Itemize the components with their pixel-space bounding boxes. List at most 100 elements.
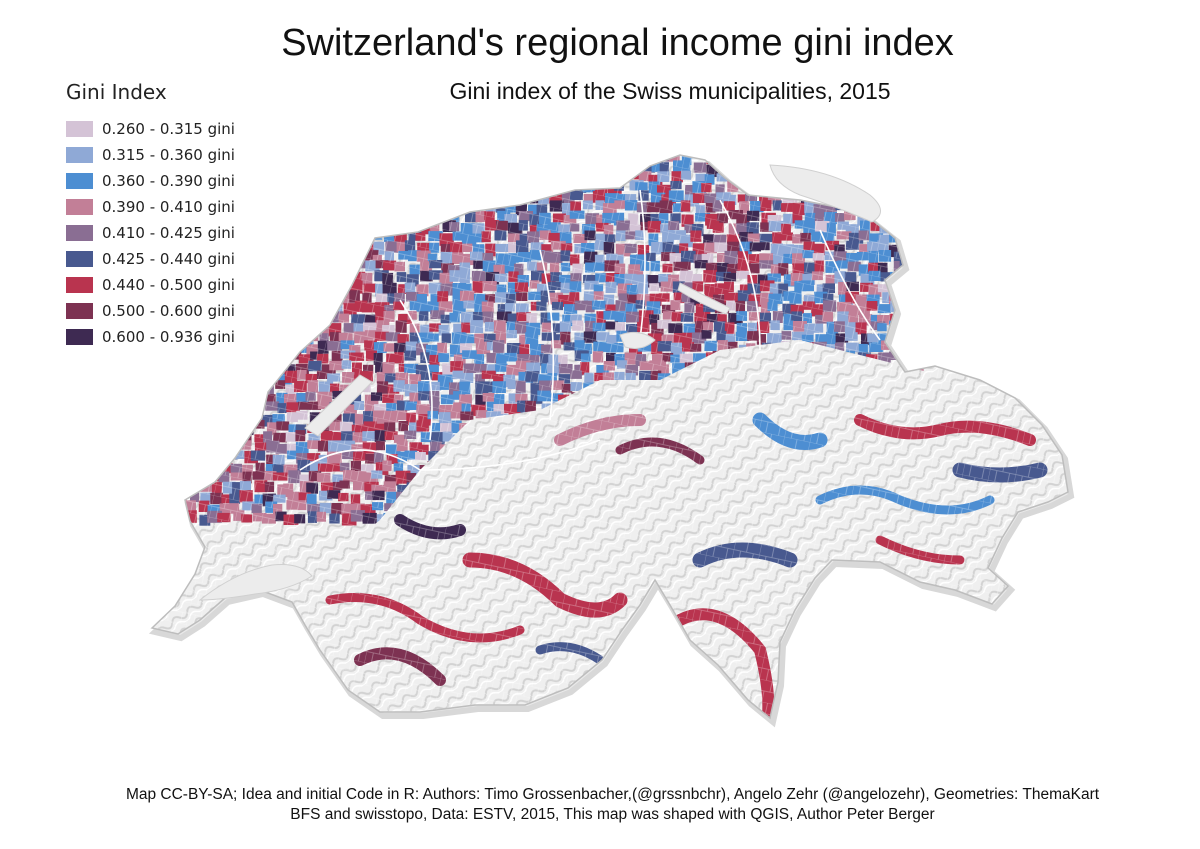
municipality-region <box>870 162 882 171</box>
municipality-region <box>417 174 431 186</box>
municipality-region <box>243 190 254 200</box>
municipality-region <box>173 370 186 383</box>
municipality-region <box>879 160 894 169</box>
municipality-region <box>484 174 499 186</box>
municipality-region <box>375 200 386 213</box>
municipality-region <box>241 324 253 334</box>
municipality-region <box>910 160 923 169</box>
municipality-region <box>295 250 305 262</box>
municipality-region <box>308 302 320 314</box>
municipality-region <box>332 254 344 267</box>
municipality-region <box>173 464 186 476</box>
municipality-region <box>364 231 375 243</box>
municipality-region <box>911 340 923 351</box>
municipality-region <box>913 321 926 334</box>
municipality-region <box>328 203 343 212</box>
legend-item: 0.410 - 0.425 gini <box>66 220 235 246</box>
municipality-region <box>427 155 437 165</box>
municipality-borders <box>152 155 1068 718</box>
municipality-region <box>155 484 166 498</box>
municipality-region <box>177 364 190 377</box>
municipality-region <box>157 471 169 480</box>
municipality-region <box>152 420 164 430</box>
municipality-region <box>233 220 246 232</box>
legend-swatch <box>66 225 93 241</box>
municipality-region <box>167 384 178 397</box>
municipality-region <box>297 184 307 194</box>
municipality-region <box>185 481 196 495</box>
municipality-region <box>287 240 302 254</box>
municipality-region <box>239 230 252 240</box>
municipality-region <box>220 360 236 373</box>
municipality-region <box>230 424 243 435</box>
municipality-region <box>196 461 206 470</box>
municipality-region <box>881 155 894 166</box>
municipality-region <box>859 155 869 162</box>
municipality-region <box>340 192 354 203</box>
municipality-region <box>299 261 314 271</box>
municipality-region <box>912 273 924 286</box>
municipality-region <box>222 433 235 446</box>
municipality-region <box>263 252 277 262</box>
municipality-region <box>251 290 264 300</box>
municipality-region <box>371 155 382 165</box>
municipality-region <box>449 182 461 196</box>
municipality-region <box>263 170 275 181</box>
municipality-region <box>915 242 927 252</box>
municipality-region <box>195 431 210 440</box>
municipality-region <box>152 463 154 475</box>
municipality-region <box>364 201 379 214</box>
municipality-region <box>319 301 329 311</box>
municipality-region <box>320 281 331 292</box>
canton-border <box>719 199 761 351</box>
municipality-region <box>255 193 266 207</box>
canton-border <box>639 189 646 341</box>
legend-item: 0.315 - 0.360 gini <box>66 142 235 168</box>
municipality-region <box>503 170 513 179</box>
municipality-region <box>317 234 330 248</box>
municipality-region <box>241 202 253 215</box>
municipality-region <box>617 164 632 177</box>
municipality-region <box>162 371 175 384</box>
municipality-region <box>256 263 268 277</box>
municipality-region <box>251 324 262 336</box>
municipality-region <box>295 190 310 200</box>
municipality-region <box>306 263 318 275</box>
municipality-region <box>354 155 369 167</box>
municipality-region <box>165 354 178 366</box>
municipality-region <box>723 164 733 174</box>
municipality-region <box>341 253 355 265</box>
municipality-region <box>506 181 518 192</box>
municipality-region <box>306 182 319 195</box>
municipality-region <box>902 155 916 161</box>
municipality-region <box>771 155 786 164</box>
municipality-region <box>294 314 305 325</box>
municipality-region <box>594 164 606 173</box>
municipality-region <box>913 303 924 313</box>
municipality-region <box>243 172 258 186</box>
municipality-region <box>241 311 255 325</box>
municipality-region <box>417 183 430 197</box>
municipality-region <box>277 192 292 202</box>
municipality-region <box>263 182 277 194</box>
municipality-region <box>310 240 320 252</box>
municipality-region <box>210 414 225 425</box>
municipality-region <box>188 401 203 413</box>
municipality-region <box>321 191 332 203</box>
municipality-region <box>188 452 201 463</box>
municipality-region <box>253 393 267 404</box>
municipality-region <box>329 155 339 164</box>
municipality-region <box>350 212 364 221</box>
municipality-region <box>255 354 266 363</box>
municipality-region <box>735 161 746 174</box>
municipality-region <box>503 163 515 174</box>
municipality-region <box>197 384 208 393</box>
municipality-region <box>255 163 269 176</box>
municipality-region <box>900 163 913 172</box>
municipality-region <box>152 444 162 454</box>
municipality-region <box>903 231 918 243</box>
municipality-region <box>903 334 915 344</box>
municipality-region <box>748 163 758 176</box>
municipality-region <box>230 360 242 372</box>
municipality-region <box>517 184 528 197</box>
